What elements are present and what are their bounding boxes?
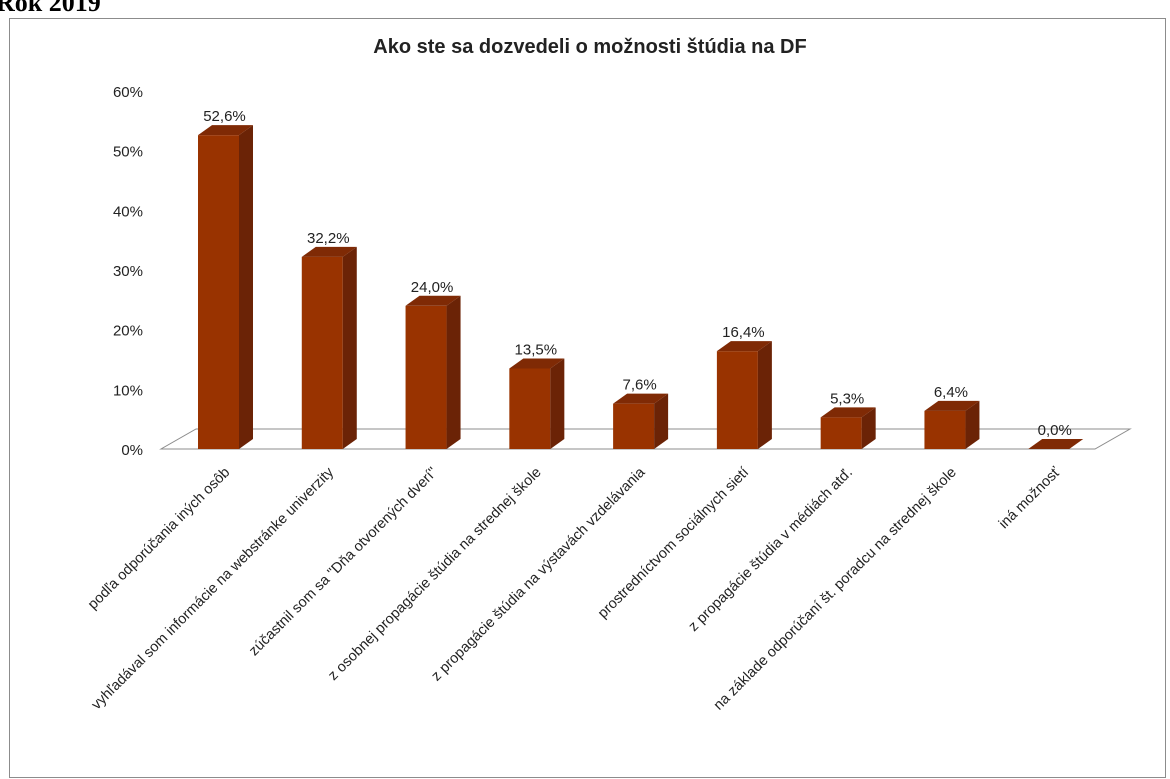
data-label: 32,2% (307, 230, 350, 247)
bars (198, 125, 1084, 450)
bar-side (757, 341, 772, 449)
bar (509, 358, 565, 449)
y-tick-label: 30% (113, 263, 143, 280)
bar-top (924, 400, 980, 411)
bar-side (550, 358, 565, 449)
bar (198, 125, 253, 450)
bar-top (405, 295, 461, 306)
bar-front (405, 305, 447, 449)
bar-side (861, 407, 876, 449)
bar-top (198, 125, 253, 136)
data-label: 7,6% (623, 377, 657, 394)
bar-front (716, 351, 758, 449)
bar-front (509, 368, 551, 449)
bar-top (820, 407, 876, 418)
bar-side (446, 295, 461, 449)
bar (924, 400, 980, 449)
y-tick-label: 60% (113, 84, 143, 101)
x-tick-label: iná možnosť (996, 464, 1064, 532)
bar-top (1028, 439, 1084, 449)
bar-front (820, 417, 862, 449)
bar-front (198, 135, 239, 450)
bar (1028, 439, 1084, 449)
chart-frame: Ako ste sa dozvedeli o možnosti štúdia n… (9, 18, 1166, 778)
bar (405, 295, 461, 449)
data-label: 6,4% (934, 384, 968, 401)
bar-front (301, 256, 343, 449)
bar (301, 246, 357, 449)
bar-side (965, 400, 980, 449)
bar-chart: Ako ste sa dozvedeli o možnosti štúdia n… (85, 36, 1132, 714)
y-tick-label: 40% (113, 203, 143, 220)
bar (820, 407, 876, 449)
data-label: 13,5% (515, 341, 558, 358)
page-heading: Rok 2019 (0, 0, 101, 17)
bar-top (716, 341, 772, 352)
y-tick-label: 20% (113, 323, 143, 340)
x-tick-label: zúčastnil som sa "Dňa otvorených dverí" (246, 465, 441, 660)
y-tick-label: 50% (113, 144, 143, 161)
bar-top (509, 358, 565, 369)
data-label: 24,0% (411, 279, 454, 296)
y-tick-label: 10% (113, 382, 143, 399)
bar-side (239, 125, 253, 450)
data-label: 52,6% (203, 108, 246, 125)
bar-top (613, 393, 669, 404)
y-tick-label: 0% (121, 442, 143, 459)
x-tick-label: z propagácie štúdia na výstavách vzdeláv… (429, 464, 650, 685)
x-tick-label: z propagácie štúdia v médiách atď. (686, 465, 856, 635)
bar (716, 341, 772, 449)
chart-title: Ako ste sa dozvedeli o možnosti štúdia n… (373, 36, 806, 58)
x-tick-label: na základe odporúčaní št. poradcu na str… (711, 465, 960, 714)
bar-side (654, 393, 669, 449)
y-axis-ticks: 0% 10% 20% 30% 40% 50% 60% (113, 84, 143, 459)
bar-side (342, 246, 357, 449)
bar-front (613, 403, 655, 449)
data-label: 16,4% (722, 324, 765, 341)
data-label: 0,0% (1038, 422, 1072, 439)
bar-top (301, 246, 357, 257)
data-label: 5,3% (830, 390, 864, 407)
x-tick-label: vyhľadával som informácie na webstránke … (89, 464, 338, 713)
bar-front (924, 410, 966, 449)
x-tick-label: z osobnej propagácie štúdia na strednej … (325, 465, 544, 684)
bar (613, 393, 669, 449)
data-labels: 52,6% 32,2% 24,0% 13,5% 7,6% 16,4% 5,3% 6,4% 0,0… (203, 108, 1072, 439)
